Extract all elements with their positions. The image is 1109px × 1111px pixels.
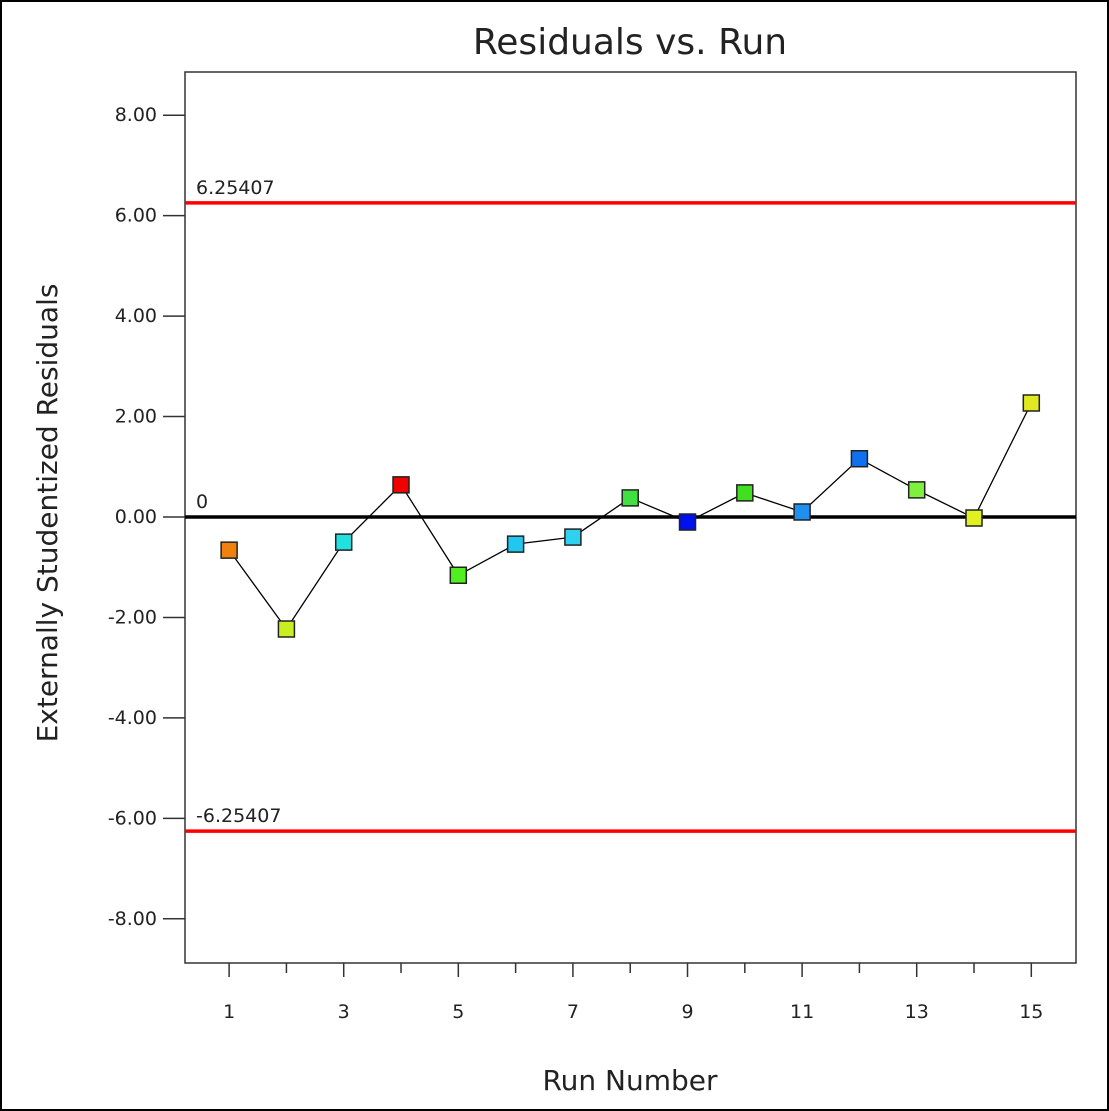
y-tick-label: 0.00 [115, 506, 157, 528]
point [793, 503, 811, 521]
x-tick-label: 1 [223, 1001, 235, 1023]
x-tick-label: 9 [681, 1001, 693, 1023]
y-tick-label: -6.00 [108, 807, 157, 829]
x-tick-label: 7 [567, 1001, 579, 1023]
y-tick-label: -8.00 [108, 908, 157, 930]
reference-label: 6.25407 [196, 177, 275, 199]
point [850, 449, 869, 468]
y-tick-label: -4.00 [108, 707, 157, 729]
point [621, 489, 639, 507]
point [506, 535, 525, 553]
y-tick-label: 4.00 [115, 305, 157, 327]
point [965, 509, 983, 527]
reference-label: 0 [196, 491, 208, 513]
point [392, 476, 410, 494]
point [334, 533, 353, 551]
y-tick-label: 2.00 [115, 406, 157, 428]
chart-title: Residuals vs. Run [473, 22, 787, 63]
x-tick-label: 5 [452, 1001, 464, 1023]
point [678, 513, 697, 531]
point [449, 566, 468, 585]
point [220, 541, 238, 559]
reference-label: -6.25407 [196, 805, 281, 827]
y-axis-label: Externally Studentized Residuals [31, 284, 64, 743]
point [564, 528, 582, 546]
y-tick-label: 6.00 [115, 205, 157, 227]
x-tick-label: 11 [790, 1001, 814, 1023]
point [1022, 394, 1041, 412]
x-tick-label: 13 [905, 1001, 929, 1023]
point [907, 481, 926, 499]
x-tick-label: 15 [1019, 1001, 1043, 1023]
y-tick-label: -2.00 [108, 606, 157, 628]
x-axis-label: Run Number [542, 1064, 718, 1097]
point [736, 484, 754, 502]
x-tick-label: 3 [338, 1001, 350, 1023]
y-tick-label: 8.00 [115, 104, 157, 126]
point [277, 620, 296, 638]
